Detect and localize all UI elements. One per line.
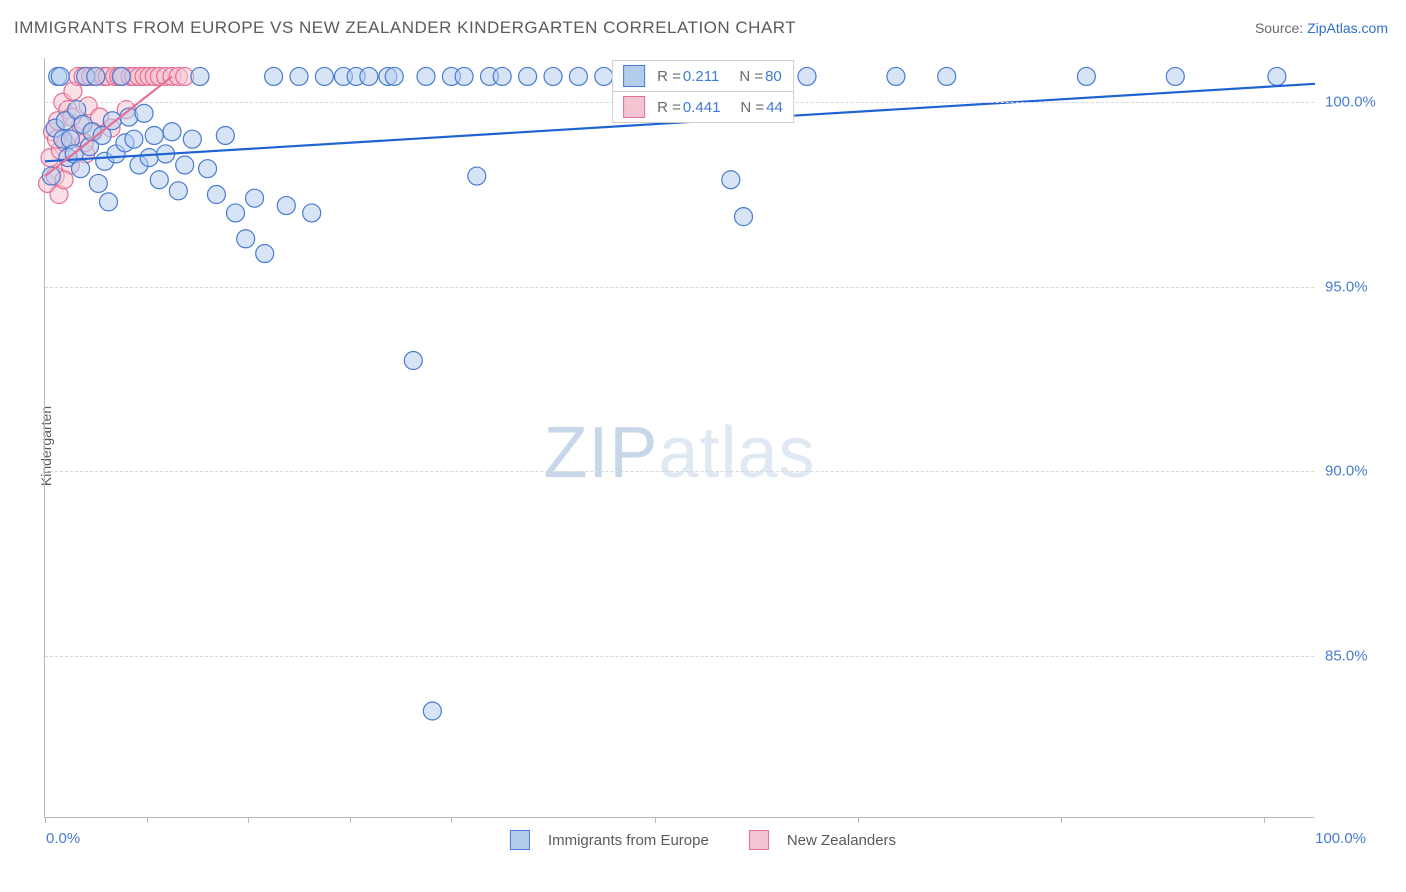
data-point — [423, 702, 441, 720]
data-point — [51, 67, 69, 85]
n-value: 80 — [765, 68, 782, 85]
y-tick-label: 100.0% — [1325, 94, 1376, 111]
y-tick-label: 90.0% — [1325, 463, 1368, 480]
data-point — [1166, 67, 1184, 85]
source-link[interactable]: ZipAtlas.com — [1307, 20, 1388, 36]
data-point — [417, 67, 435, 85]
x-tick — [45, 817, 46, 823]
legend-item: Immigrants from Europe — [510, 830, 709, 850]
n-value: 44 — [766, 99, 783, 116]
data-point — [290, 67, 308, 85]
r-value: 0.441 — [683, 99, 721, 116]
x-tick — [147, 817, 148, 823]
data-point — [100, 193, 118, 211]
legend-stat-row: R = 0.211 N = 80 — [612, 60, 794, 92]
data-point — [735, 208, 753, 226]
data-point — [277, 197, 295, 215]
y-tick-label: 85.0% — [1325, 647, 1368, 664]
legend-label: Immigrants from Europe — [548, 832, 709, 849]
data-point — [125, 130, 143, 148]
data-point — [544, 67, 562, 85]
data-point — [595, 67, 613, 85]
data-point — [256, 245, 274, 263]
gridline — [45, 656, 1314, 657]
data-point — [199, 160, 217, 178]
data-point — [227, 204, 245, 222]
data-point — [1077, 67, 1095, 85]
legend-swatch — [623, 96, 645, 118]
legend-swatch — [510, 830, 530, 850]
x-min-label: 0.0% — [46, 830, 80, 847]
r-label: R = — [657, 68, 681, 85]
plot-area: ZIPatlas 85.0%90.0%95.0%100.0% — [44, 58, 1314, 818]
data-point — [150, 171, 168, 189]
x-tick — [655, 817, 656, 823]
data-point — [169, 182, 187, 200]
data-point — [112, 67, 130, 85]
data-point — [938, 67, 956, 85]
data-point — [163, 123, 181, 141]
legend-swatch — [749, 830, 769, 850]
data-point — [183, 130, 201, 148]
r-value: 0.211 — [683, 68, 719, 85]
plot-svg — [45, 58, 1314, 817]
data-point — [176, 156, 194, 174]
chart-title: IMMIGRANTS FROM EUROPE VS NEW ZEALANDER … — [14, 18, 796, 38]
data-point — [385, 67, 403, 85]
data-point — [468, 167, 486, 185]
data-point — [519, 67, 537, 85]
data-point — [237, 230, 255, 248]
data-point — [72, 160, 90, 178]
data-point — [404, 352, 422, 370]
x-tick — [248, 817, 249, 823]
data-point — [569, 67, 587, 85]
x-tick — [858, 817, 859, 823]
data-point — [216, 126, 234, 144]
legend-series: Immigrants from Europe New Zealanders — [510, 830, 896, 850]
legend-label: New Zealanders — [787, 832, 896, 849]
data-point — [493, 67, 511, 85]
x-tick — [350, 817, 351, 823]
source-credit: Source: ZipAtlas.com — [1255, 20, 1388, 36]
data-point — [145, 126, 163, 144]
data-point — [798, 67, 816, 85]
data-point — [303, 204, 321, 222]
gridline — [45, 471, 1314, 472]
legend-stat-row: R = 0.441 N = 44 — [612, 91, 794, 123]
x-tick — [451, 817, 452, 823]
data-point — [89, 174, 107, 192]
x-tick — [1264, 817, 1265, 823]
data-point — [1268, 67, 1286, 85]
data-point — [265, 67, 283, 85]
r-label: R = — [657, 99, 681, 116]
legend-item: New Zealanders — [749, 830, 896, 850]
x-tick — [1061, 817, 1062, 823]
data-point — [207, 186, 225, 204]
data-point — [87, 67, 105, 85]
data-point — [887, 67, 905, 85]
n-label: N = — [740, 99, 764, 116]
y-tick-label: 95.0% — [1325, 278, 1368, 295]
data-point — [191, 67, 209, 85]
data-point — [135, 104, 153, 122]
data-point — [360, 67, 378, 85]
legend-stats: R = 0.211 N = 80 R = 0.441 N = 44 — [612, 60, 794, 122]
data-point — [315, 67, 333, 85]
legend-swatch — [623, 65, 645, 87]
n-label: N = — [739, 68, 763, 85]
gridline — [45, 287, 1314, 288]
x-max-label: 100.0% — [1315, 830, 1366, 847]
data-point — [455, 67, 473, 85]
source-prefix: Source: — [1255, 20, 1307, 36]
data-point — [140, 149, 158, 167]
data-point — [722, 171, 740, 189]
data-point — [246, 189, 264, 207]
